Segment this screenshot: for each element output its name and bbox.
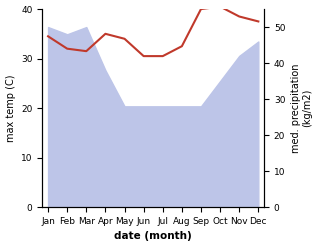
X-axis label: date (month): date (month) <box>114 231 192 242</box>
Y-axis label: max temp (C): max temp (C) <box>5 74 16 142</box>
Y-axis label: med. precipitation
(kg/m2): med. precipitation (kg/m2) <box>291 63 313 153</box>
